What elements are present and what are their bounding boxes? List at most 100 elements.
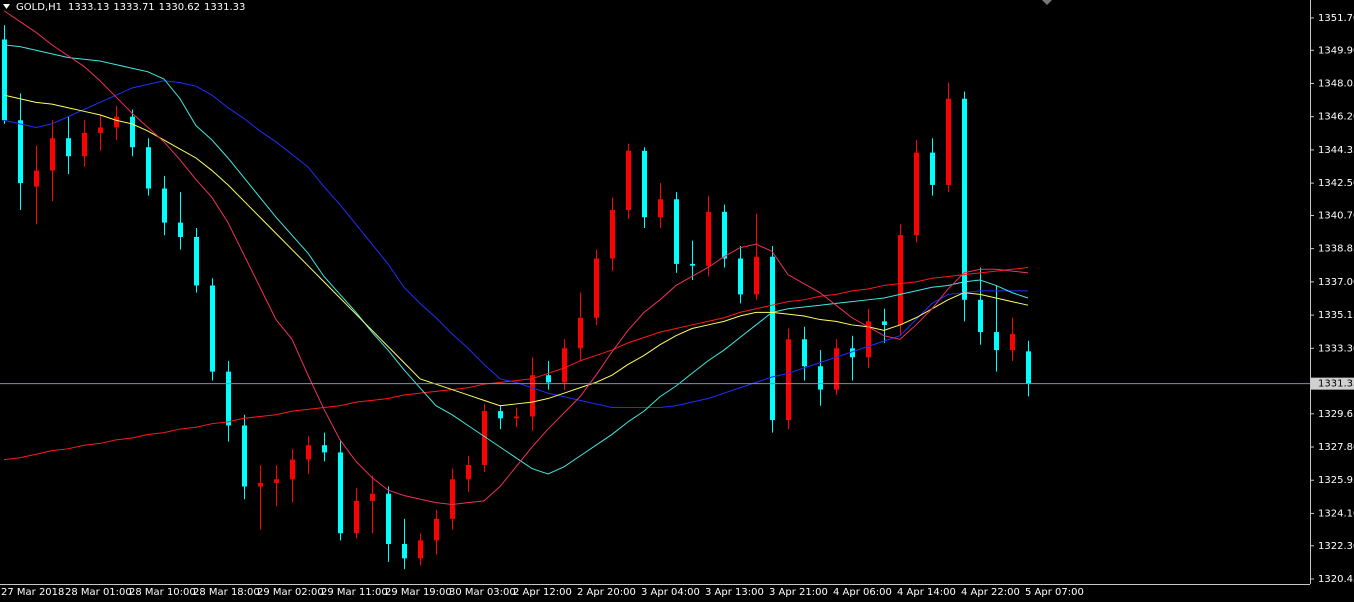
x-tick-label: 28 Mar 10:00 <box>129 587 196 598</box>
moving-average-line <box>3 44 1029 475</box>
candle-body <box>1010 333 1015 351</box>
candle-body <box>802 339 807 367</box>
candle-body <box>466 464 471 480</box>
candle-body <box>610 210 615 259</box>
candle-body <box>34 170 39 187</box>
x-tick-label: 29 Mar 11:00 <box>321 587 388 598</box>
x-tick-label: 28 Mar 18:00 <box>193 587 260 598</box>
header-close: 1331.33 <box>204 2 245 13</box>
candle-body <box>738 258 743 295</box>
candle-body <box>514 416 519 419</box>
x-tick-label: 3 Apr 13:00 <box>705 587 764 598</box>
candle-body <box>866 321 871 358</box>
y-tick-label: 1325.95 <box>1318 475 1354 486</box>
y-tick-label: 1324.10 <box>1318 508 1354 519</box>
candle-body <box>578 317 583 349</box>
x-tick-label: 4 Apr 06:00 <box>833 587 892 598</box>
candle-body <box>226 371 231 426</box>
y-tick-label: 1346.20 <box>1318 112 1354 123</box>
candle-body <box>530 375 535 417</box>
y-tick-label: 1344.35 <box>1318 145 1354 156</box>
y-tick-label: 1349.90 <box>1318 45 1354 56</box>
x-tick-label: 2 Apr 20:00 <box>577 587 636 598</box>
candle-body <box>146 147 151 189</box>
y-tick-label: 1348.05 <box>1318 78 1354 89</box>
moving-average-line <box>3 94 1029 407</box>
moving-average-line <box>3 10 1029 505</box>
moving-average-line <box>3 266 1029 461</box>
x-tick-label: 4 Apr 14:00 <box>897 587 956 598</box>
candle-body <box>482 411 487 465</box>
candle-body <box>770 256 775 421</box>
candle-body <box>242 425 247 487</box>
header-open: 1333.13 <box>68 2 109 13</box>
y-tick-label: 1337.00 <box>1318 277 1354 288</box>
candle-body <box>706 211 711 266</box>
y-tick-label: 1333.30 <box>1318 343 1354 354</box>
y-tick-label: 1322.30 <box>1318 541 1354 552</box>
candle-body <box>130 116 135 148</box>
candle-body <box>786 339 791 421</box>
candle-body <box>178 222 183 237</box>
candle-body <box>1026 351 1031 384</box>
x-tick-label: 30 Mar 03:00 <box>449 587 516 598</box>
candle-body <box>98 127 103 133</box>
candle-body <box>50 138 55 171</box>
candle-body <box>674 199 679 264</box>
x-tick-label: 3 Apr 21:00 <box>769 587 828 598</box>
y-tick-label: 1335.15 <box>1318 310 1354 321</box>
candle-body <box>914 152 919 236</box>
menu-arrow[interactable] <box>3 4 10 9</box>
y-tick-label: 1342.50 <box>1318 178 1354 189</box>
candle-body <box>690 263 695 266</box>
x-tick-label: 27 Mar 2018 <box>1 587 64 598</box>
y-tick-label: 1351.70 <box>1318 13 1354 24</box>
candle-body <box>386 493 391 544</box>
candle-body <box>354 500 359 534</box>
symbol: GOLD,H1 <box>16 2 62 13</box>
candle-body <box>898 235 903 325</box>
candle-body <box>402 543 407 559</box>
candle-body <box>546 375 551 383</box>
candle-body <box>658 199 663 218</box>
candle-body <box>850 348 855 358</box>
candle-body <box>274 479 279 483</box>
x-tick-label: 3 Apr 04:00 <box>641 587 700 598</box>
candle-body <box>66 138 71 157</box>
candle-body <box>930 152 935 185</box>
candle-body <box>370 493 375 501</box>
candle-body <box>994 332 999 351</box>
candle-body <box>882 321 887 325</box>
moving-average-line <box>3 80 1028 409</box>
candle-body <box>258 482 263 487</box>
y-tick-label: 1320.45 <box>1318 574 1354 585</box>
candle-body <box>2 39 7 121</box>
y-tick-label: 1338.85 <box>1318 244 1354 255</box>
scroll-marker <box>1042 0 1052 5</box>
candle-body <box>290 459 295 480</box>
candle-body <box>162 188 167 223</box>
x-tick-label: 4 Apr 22:00 <box>961 587 1020 598</box>
header-high: 1333.71 <box>113 2 154 13</box>
x-tick-label: 29 Mar 19:00 <box>385 587 452 598</box>
candle-body <box>18 120 23 184</box>
candle-body <box>562 348 567 383</box>
candle-body <box>450 479 455 519</box>
candle-body <box>722 211 727 259</box>
candle-body <box>306 445 311 460</box>
candle-body <box>338 452 343 534</box>
candle-body <box>946 98 951 185</box>
candle-body <box>626 150 631 211</box>
candle-body <box>594 258 599 318</box>
candle-body <box>114 116 119 128</box>
candle-body <box>418 540 423 559</box>
candle-body <box>498 411 503 419</box>
header-low: 1330.62 <box>159 2 200 13</box>
candle-body <box>818 366 823 390</box>
x-tick-label: 2 Apr 12:00 <box>513 587 572 598</box>
candle-body <box>754 256 759 295</box>
